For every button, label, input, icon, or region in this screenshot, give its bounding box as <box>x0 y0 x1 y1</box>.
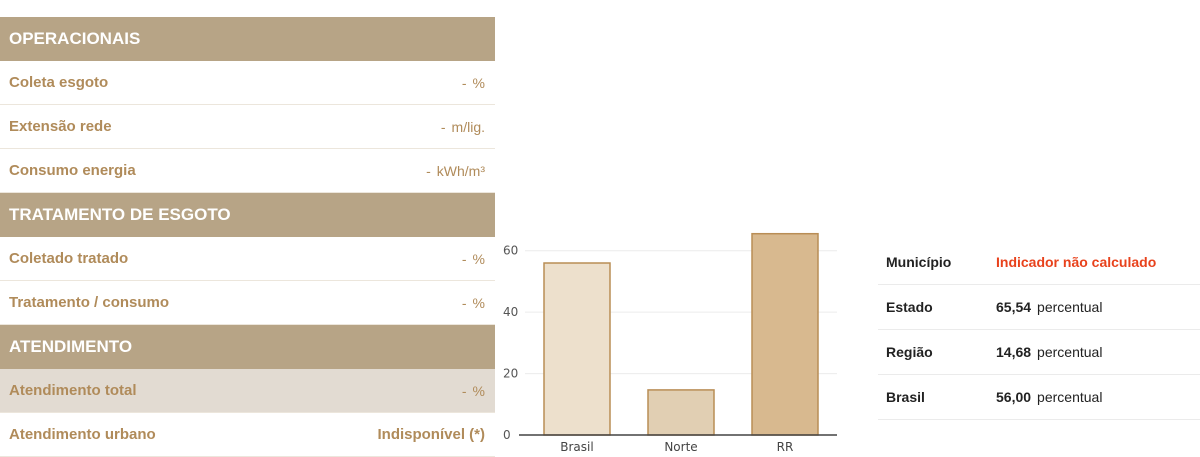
comparison-label: Região <box>886 344 933 360</box>
row-label: Coletado tratado <box>9 250 129 267</box>
comparison-value: Indicador não calculado <box>996 254 1157 270</box>
comparison-label: Município <box>886 254 952 270</box>
comparison-label: Estado <box>886 299 933 315</box>
row-tratamento-consumo[interactable]: Tratamento / consumo -% <box>0 281 495 325</box>
row-value: -% <box>461 74 485 91</box>
x-tick-label: RR <box>777 440 794 454</box>
comparison-row-estado: Estado 65,54 percentual <box>878 285 1200 330</box>
row-value: Indisponível (*) <box>377 426 485 443</box>
y-tick-label: 0 <box>503 428 511 442</box>
bar-rr <box>751 232 819 436</box>
comparison-table: Município Indicador não calculado Estado… <box>878 240 1200 420</box>
row-value: - kWh/m³ <box>426 162 485 179</box>
row-label: Atendimento total <box>9 382 137 399</box>
y-tick-label: 60 <box>503 244 518 258</box>
comparison-row-municipio: Município Indicador não calculado <box>878 240 1200 285</box>
row-value: -% <box>461 294 485 311</box>
row-atendimento-total[interactable]: Atendimento total -% <box>0 369 495 413</box>
y-tick-label: 40 <box>503 305 518 319</box>
indicators-panel: OPERACIONAIS Coleta esgoto -% Extensão r… <box>0 17 495 457</box>
bar-norte <box>647 389 715 436</box>
comparison-row-regiao: Região 14,68 percentual <box>878 330 1200 375</box>
comparison-value: 14,68 percentual <box>996 344 1103 360</box>
row-label: Consumo energia <box>9 162 136 179</box>
row-label: Extensão rede <box>9 118 112 135</box>
row-label: Tratamento / consumo <box>9 294 170 311</box>
row-label: Atendimento urbano <box>9 426 156 443</box>
row-value: - m/lig. <box>440 118 485 135</box>
row-coletado-tratado[interactable]: Coletado tratado -% <box>0 237 495 281</box>
section-atendimento-header: ATENDIMENTO <box>0 325 495 369</box>
comparison-bar-chart: 0 20 40 60 Brasil Norte RR <box>503 232 837 454</box>
bar-brasil <box>543 262 611 436</box>
x-tick-label: Brasil <box>560 440 593 454</box>
section-operacionais-header: OPERACIONAIS <box>0 17 495 61</box>
comparison-value: 65,54 percentual <box>996 299 1103 315</box>
row-value: -% <box>461 250 485 267</box>
y-tick-label: 20 <box>503 367 518 381</box>
row-value: -% <box>461 382 485 399</box>
comparison-value: 56,00 percentual <box>996 389 1103 405</box>
row-consumo-energia[interactable]: Consumo energia - kWh/m³ <box>0 149 495 193</box>
row-extensao-rede[interactable]: Extensão rede - m/lig. <box>0 105 495 149</box>
comparison-row-brasil: Brasil 56,00 percentual <box>878 375 1200 420</box>
comparison-label: Brasil <box>886 389 925 405</box>
row-atendimento-urbano[interactable]: Atendimento urbano Indisponível (*) <box>0 413 495 457</box>
row-label: Coleta esgoto <box>9 74 109 91</box>
x-tick-label: Norte <box>664 440 697 454</box>
row-coleta-esgoto[interactable]: Coleta esgoto -% <box>0 61 495 105</box>
section-tratamento-header: TRATAMENTO DE ESGOTO <box>0 193 495 237</box>
